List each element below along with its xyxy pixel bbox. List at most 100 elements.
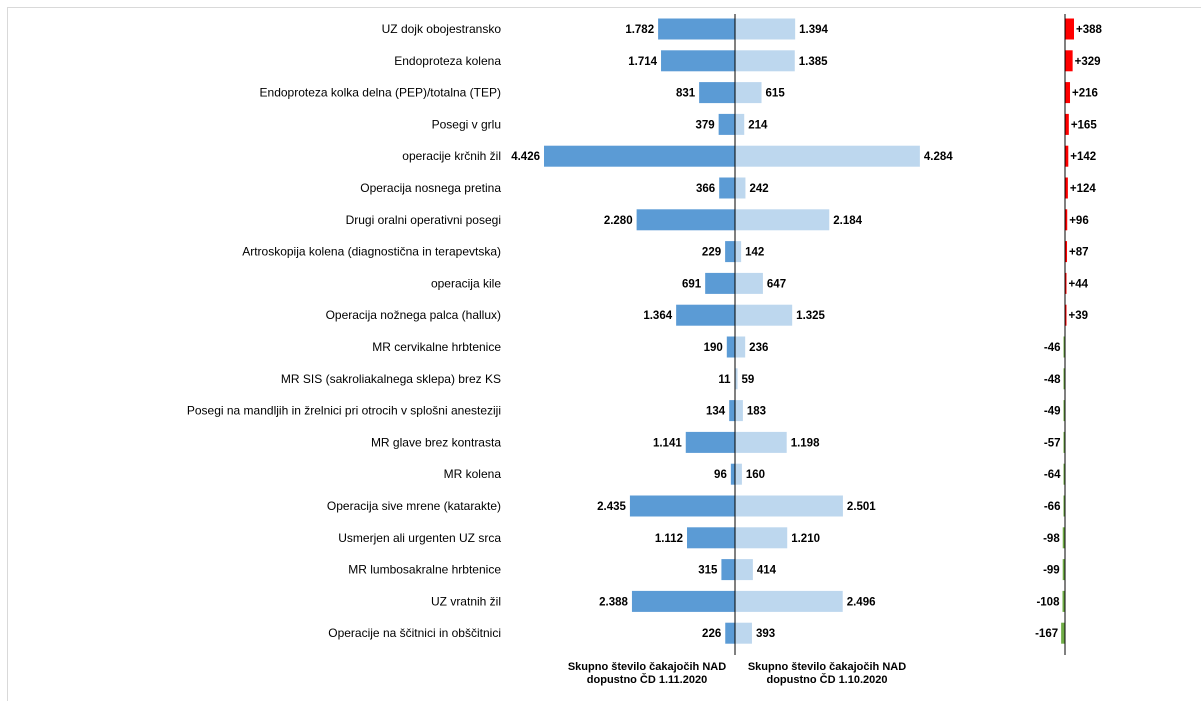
- difference-label: +44: [1069, 278, 1089, 290]
- bar-oct-2020: [735, 431, 787, 453]
- value-label-nov-2020: 366: [696, 183, 715, 195]
- category-label: Operacije na ščitnici in obščitnici: [328, 626, 501, 640]
- value-label-nov-2020: 134: [706, 406, 726, 418]
- value-label-nov-2020: 1.364: [643, 310, 672, 322]
- bar-nov-2020: [721, 559, 735, 581]
- value-label-nov-2020: 379: [695, 119, 714, 131]
- category-label: Operacija nožnega palca (hallux): [326, 308, 501, 322]
- bar-nov-2020: [629, 495, 735, 517]
- value-label-nov-2020: 226: [702, 628, 721, 640]
- legend-label-nov-2020: Skupno število čakajočih NAD: [568, 661, 726, 673]
- bar-oct-2020: [735, 336, 746, 358]
- value-label-nov-2020: 2.435: [597, 501, 626, 513]
- difference-label: +87: [1069, 247, 1089, 259]
- category-label: Operacija nosnega pretina: [360, 181, 501, 195]
- bar-nov-2020: [725, 622, 735, 644]
- category-label: operacija kile: [431, 276, 501, 290]
- difference-label: -48: [1044, 374, 1061, 386]
- difference-bar-positive: [1065, 113, 1069, 135]
- difference-label: -66: [1044, 501, 1061, 513]
- bar-nov-2020: [725, 241, 735, 263]
- difference-label: +388: [1076, 24, 1103, 36]
- category-label: MR cervikalne hrbtenice: [372, 340, 501, 354]
- bar-oct-2020: [735, 50, 795, 72]
- difference-bar-negative: [1063, 463, 1065, 485]
- difference-label: +124: [1070, 183, 1097, 195]
- difference-bar-negative: [1063, 495, 1065, 517]
- difference-bar-positive: [1065, 177, 1068, 199]
- value-label-oct-2020: 1.394: [799, 24, 828, 36]
- difference-bar-positive: [1065, 241, 1068, 263]
- difference-bar-negative: [1063, 336, 1065, 358]
- category-label: Posegi v grlu: [432, 117, 501, 131]
- bar-nov-2020: [636, 209, 735, 231]
- value-label-oct-2020: 1.385: [799, 56, 828, 68]
- bar-oct-2020: [735, 177, 746, 199]
- bar-oct-2020: [735, 145, 920, 167]
- category-label: MR lumbosakralne hrbtenice: [348, 563, 501, 577]
- value-label-nov-2020: 1.782: [625, 24, 654, 36]
- difference-label: -49: [1044, 406, 1061, 418]
- difference-bar-negative: [1062, 527, 1065, 549]
- difference-bar-negative: [1063, 400, 1065, 422]
- difference-bar-positive: [1065, 272, 1067, 294]
- difference-label: -64: [1044, 469, 1061, 481]
- difference-bar-positive: [1065, 50, 1073, 72]
- value-label-nov-2020: 229: [702, 247, 721, 259]
- legend-label-nov-2020: dopustno ČD 1.11.2020: [587, 673, 707, 686]
- value-label-nov-2020: 96: [714, 469, 727, 481]
- bar-nov-2020: [661, 50, 735, 72]
- bar-oct-2020: [735, 559, 753, 581]
- legend-label-oct-2020: Skupno število čakajočih NAD: [748, 661, 906, 673]
- category-label: Artroskopija kolena (diagnostična in ter…: [242, 245, 501, 259]
- value-label-nov-2020: 315: [698, 565, 718, 577]
- bar-oct-2020: [735, 209, 830, 231]
- difference-bar-positive: [1065, 82, 1071, 104]
- value-label-oct-2020: 1.325: [796, 310, 825, 322]
- difference-label: -98: [1043, 533, 1060, 545]
- value-label-oct-2020: 1.210: [791, 533, 820, 545]
- difference-bar-negative: [1063, 368, 1065, 390]
- value-label-oct-2020: 414: [757, 565, 777, 577]
- value-label-nov-2020: 2.280: [604, 215, 633, 227]
- value-label-nov-2020: 1.141: [653, 437, 682, 449]
- difference-bar-positive: [1065, 18, 1074, 40]
- value-label-oct-2020: 2.496: [847, 596, 876, 608]
- category-label: Usmerjen ali urgenten UZ srca: [338, 531, 501, 545]
- value-label-oct-2020: 4.284: [924, 151, 953, 163]
- difference-label: -108: [1036, 596, 1060, 608]
- legend-label-oct-2020: dopustno ČD 1.10.2020: [766, 673, 887, 686]
- bar-nov-2020: [705, 272, 735, 294]
- value-label-nov-2020: 691: [682, 278, 702, 290]
- difference-bar-positive: [1065, 209, 1068, 231]
- difference-label: +96: [1069, 215, 1089, 227]
- difference-label: +165: [1071, 119, 1098, 131]
- bar-oct-2020: [735, 368, 738, 390]
- bar-nov-2020: [544, 145, 735, 167]
- bar-oct-2020: [735, 527, 788, 549]
- difference-bar-negative: [1062, 590, 1065, 612]
- bar-oct-2020: [735, 400, 743, 422]
- chart-frame: [7, 7, 1201, 701]
- bar-nov-2020: [699, 82, 735, 104]
- bar-nov-2020: [685, 431, 735, 453]
- difference-label: +329: [1075, 56, 1101, 68]
- bar-nov-2020: [719, 177, 735, 199]
- difference-label: +39: [1069, 310, 1089, 322]
- value-label-oct-2020: 2.501: [847, 501, 876, 513]
- category-label: Endoproteza kolka delna (PEP)/totalna (T…: [260, 86, 501, 100]
- bar-nov-2020: [658, 18, 735, 40]
- difference-label: -167: [1035, 628, 1058, 640]
- bar-nov-2020: [730, 463, 735, 485]
- bar-oct-2020: [735, 113, 745, 135]
- category-label: operacije krčnih žil: [402, 149, 501, 163]
- bar-oct-2020: [735, 495, 843, 517]
- difference-bar-negative: [1062, 559, 1065, 581]
- difference-label: +142: [1070, 151, 1096, 163]
- value-label-oct-2020: 236: [749, 342, 768, 354]
- bar-oct-2020: [735, 18, 796, 40]
- difference-label: -46: [1044, 342, 1061, 354]
- category-label: Endoproteza kolena: [394, 54, 501, 68]
- value-label-oct-2020: 1.198: [791, 437, 820, 449]
- difference-label: -57: [1044, 437, 1061, 449]
